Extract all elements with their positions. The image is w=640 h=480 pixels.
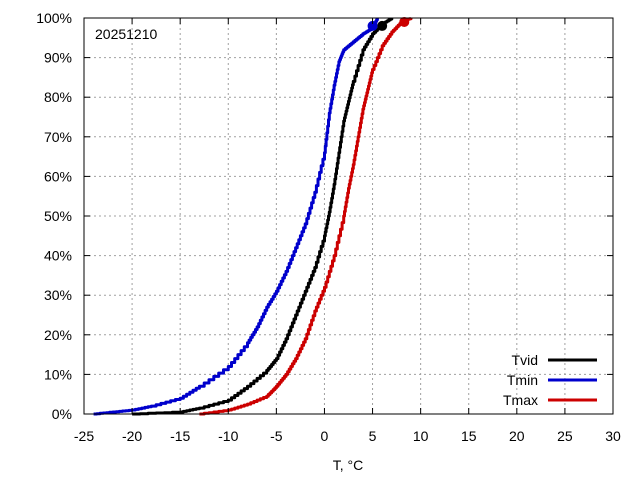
series-end-marker-tvid [377, 20, 388, 31]
x-tick-label: -25 [74, 428, 94, 444]
x-tick-label: -15 [170, 428, 190, 444]
legend-label-tmin: Tmin [507, 372, 538, 388]
y-tick-label: 30% [44, 287, 72, 303]
y-tick-label: 60% [44, 168, 72, 184]
y-tick-labels: 0% 10% 20% 30% 40% 50% 60% 70% 80% 90% 100% [36, 10, 72, 422]
y-tick-label: 100% [36, 10, 72, 26]
x-tick-label: 0 [321, 428, 329, 444]
x-tick-labels: -25 -20 -15 -10 -5 0 5 10 15 20 25 30 [74, 428, 621, 444]
x-tick-label: 10 [413, 428, 429, 444]
date-annotation: 20251210 [95, 26, 158, 42]
x-tick-label: -10 [218, 428, 238, 444]
y-tick-label: 80% [44, 89, 72, 105]
x-tick-label: 15 [461, 428, 477, 444]
x-tick-label: 30 [605, 428, 621, 444]
legend-label-tmax: Tmax [503, 392, 538, 408]
x-axis-title: T, °C [333, 457, 364, 473]
series-end-marker-tmin [367, 20, 378, 31]
x-tick-label: 25 [557, 428, 573, 444]
axis-ticks [83, 17, 614, 415]
series-lines [93, 16, 413, 416]
x-tick-label: -5 [270, 428, 283, 444]
grid [84, 18, 613, 414]
y-tick-label: 0% [52, 406, 72, 422]
y-tick-label: 20% [44, 327, 72, 343]
x-tick-label: 5 [369, 428, 377, 444]
y-tick-label: 50% [44, 208, 72, 224]
series-end-marker-tmax [399, 16, 410, 27]
series-line-tvid [132, 17, 394, 416]
legend: Tvid Tmin Tmax [503, 352, 597, 408]
y-tick-label: 90% [44, 50, 72, 66]
y-tick-label: 40% [44, 248, 72, 264]
y-tick-label: 70% [44, 129, 72, 145]
x-tick-label: -20 [122, 428, 142, 444]
legend-label-tvid: Tvid [512, 352, 538, 368]
series-line-tmin [93, 18, 379, 416]
x-tick-label: 20 [509, 428, 525, 444]
y-tick-label: 10% [44, 366, 72, 382]
series-line-tmax [199, 17, 413, 416]
